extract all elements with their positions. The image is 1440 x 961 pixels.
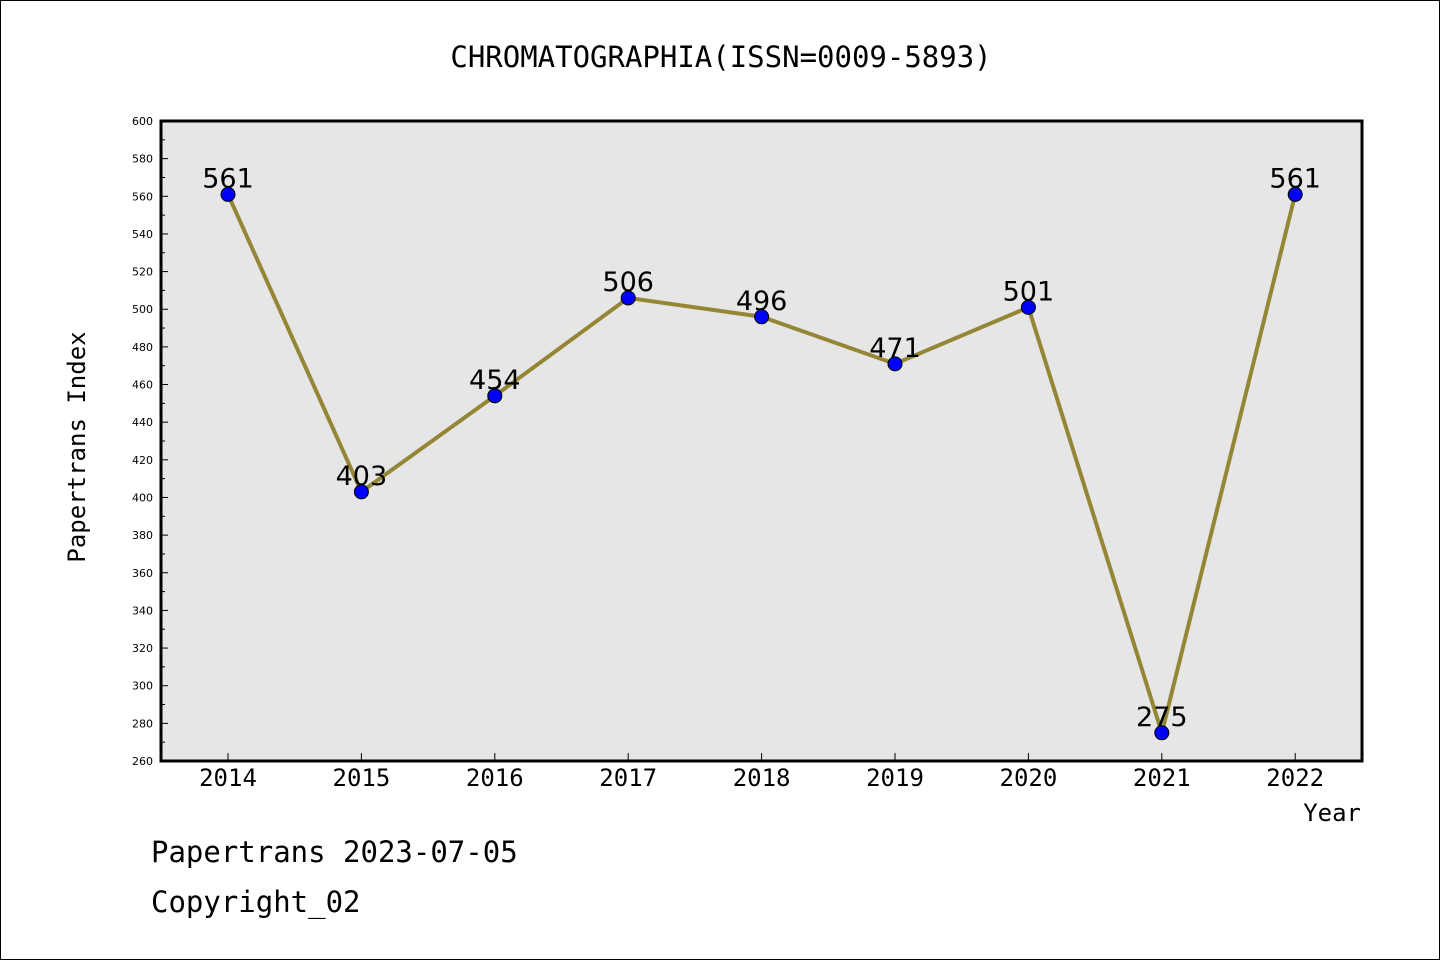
data-point [620,290,636,306]
y-tick-label: 480 [132,341,153,354]
data-label: 506 [602,267,654,298]
y-tick-label: 280 [132,717,153,730]
data-label: 403 [336,461,388,492]
data-label: 454 [469,365,521,396]
x-tick-label: 2020 [1000,764,1058,792]
y-tick-label: 320 [132,642,153,655]
y-tick-label: 340 [132,604,153,617]
data-point [220,186,236,202]
x-tick-label: 2017 [599,764,657,792]
data-label: 275 [1136,702,1188,733]
y-tick-label: 520 [132,266,153,279]
data-point [1154,725,1170,741]
x-tick-label: 2016 [466,764,524,792]
y-tick-label: 300 [132,680,153,693]
y-axis: 260 280 300 320 340 360 380 400 420 440 460 480 500 5… [132,115,168,768]
x-tick-label: 2014 [199,764,257,792]
y-tick-label: 540 [132,228,153,241]
data-point [487,388,503,404]
y-tick-label: 440 [132,416,153,429]
x-axis-label: Year [1303,799,1361,827]
x-tick-label: 2015 [333,764,391,792]
data-point [754,309,770,325]
y-tick-label: 460 [132,379,153,392]
data-point [353,484,369,500]
data-label: 496 [736,286,788,317]
data-point [1020,299,1036,315]
footer-copyright: Copyright_02 [151,885,361,919]
data-point [887,356,903,372]
plot-area [159,119,1364,763]
data-point [1287,186,1303,202]
y-tick-label: 500 [132,303,153,316]
y-tick-label: 420 [132,454,153,467]
data-label-layer: 561 403 454 506 496 471 501 275 561 [202,163,1321,732]
footer-date: Papertrans 2023-07-05 [151,835,518,869]
y-tick-label: 600 [132,115,153,128]
marker-layer [220,186,1303,741]
data-label: 561 [1269,163,1321,194]
y-tick-label: 380 [132,529,153,542]
y-tick-label: 400 [132,491,153,504]
x-tick-label: 2022 [1266,764,1324,792]
x-tick-label: 2019 [866,764,924,792]
y-tick-label: 560 [132,190,153,203]
y-axis-label: Papertrans Index [63,331,91,562]
y-tick-label: 580 [132,153,153,166]
data-label: 471 [869,333,921,364]
x-tick-label: 2021 [1133,764,1191,792]
y-tick-label: 360 [132,567,153,580]
data-label: 561 [202,163,254,194]
x-tick-label: 2018 [733,764,791,792]
chart-title: CHROMATOGRAPHIA(ISSN=0009-5893) [450,40,991,74]
data-label: 501 [1003,276,1055,307]
y-tick-label: 260 [132,755,153,768]
x-axis: 2014 2015 2016 2017 2018 2019 2020 2021 2022 [199,753,1324,792]
